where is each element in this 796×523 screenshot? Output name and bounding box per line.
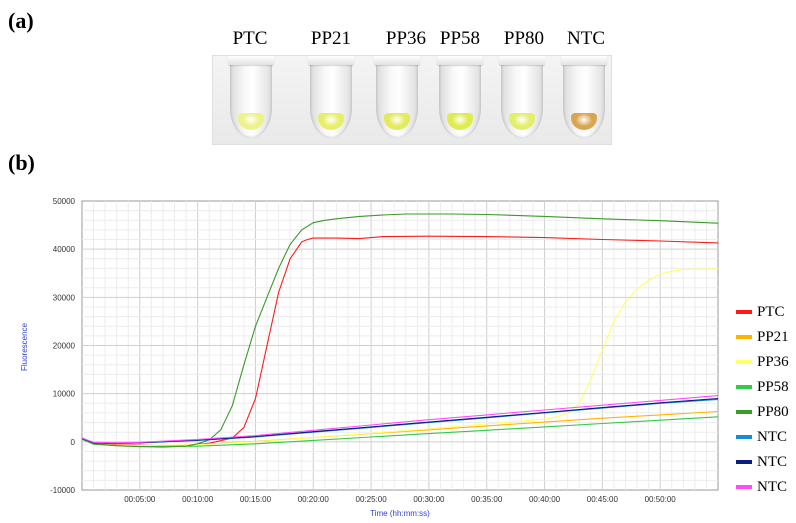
panel-a-label: (a) xyxy=(8,8,34,33)
legend-label-ptc: PTC xyxy=(757,304,785,320)
legend-item-pp36: PP36 xyxy=(736,350,796,374)
y-tick-label: -10000 xyxy=(50,486,75,495)
legend-label-pp58: PP58 xyxy=(757,379,789,395)
y-tick-label: 10000 xyxy=(53,390,76,399)
legend-label-pp21: PP21 xyxy=(757,329,789,345)
tube-label-ptc: PTC xyxy=(232,28,268,49)
x-axis-title: Time (hh:mm:ss) xyxy=(370,509,430,518)
y-tick-label: 0 xyxy=(71,438,76,447)
legend-swatch-ptc xyxy=(736,310,752,314)
legend-label-pp36: PP36 xyxy=(757,354,789,370)
tube-pp80 xyxy=(499,56,545,138)
tube-photo xyxy=(212,55,612,145)
liquid-pp21 xyxy=(318,113,344,130)
y-tick-label: 20000 xyxy=(53,342,76,351)
legend-item-pp80: PP80 xyxy=(736,400,796,424)
y-tick-labels: 50000 40000 30000 20000 10000 0 -10000 xyxy=(50,197,75,495)
tube-pp21 xyxy=(308,56,354,138)
legend-item-pp58: PP58 xyxy=(736,375,796,399)
legend-swatch-pp58 xyxy=(736,385,752,389)
legend-label-ntc-2: NTC xyxy=(757,454,787,470)
legend-swatch-ntc-1 xyxy=(736,435,752,439)
tube-pp58 xyxy=(437,56,483,138)
legend-item-ptc: PTC xyxy=(736,300,796,324)
y-tick-label: 50000 xyxy=(53,197,76,206)
liquid-pp80 xyxy=(509,113,535,130)
x-tick-label: 00:50:00 xyxy=(645,495,677,504)
fluorescence-chart: 50000 40000 30000 20000 10000 0 -10000 00:05:0… xyxy=(20,197,719,518)
grid xyxy=(82,201,718,490)
x-tick-label: 00:15:00 xyxy=(240,495,272,504)
tube-label-pp80: PP80 xyxy=(503,28,545,49)
legend-item-ntc-2: NTC xyxy=(736,450,796,474)
x-tick-label: 00:40:00 xyxy=(529,495,561,504)
legend-swatch-pp36 xyxy=(736,360,752,364)
legend-item-pp21: PP21 xyxy=(736,325,796,349)
x-tick-labels: 00:05:00 00:10:00 00:15:00 00:20:00 00:25:00… xyxy=(124,495,676,504)
x-tick-label: 00:05:00 xyxy=(124,495,156,504)
liquid-pp58 xyxy=(447,113,473,130)
legend-swatch-ntc-2 xyxy=(736,460,752,464)
legend-item-ntc-1: NTC xyxy=(736,425,796,449)
x-tick-label: 00:20:00 xyxy=(298,495,330,504)
legend-item-ntc-3: NTC xyxy=(736,475,796,499)
x-tick-label: 00:10:00 xyxy=(182,495,214,504)
series-lines xyxy=(81,213,719,448)
x-tick-label: 00:45:00 xyxy=(587,495,619,504)
liquid-pp36 xyxy=(384,113,410,130)
legend-swatch-ntc-3 xyxy=(736,485,752,489)
liquid-ntc xyxy=(571,113,597,130)
y-axis-title: Fluorescence xyxy=(20,322,29,371)
x-tick-label: 00:35:00 xyxy=(471,495,503,504)
tube-ntc xyxy=(561,56,607,138)
tube-label-ntc: NTC xyxy=(567,28,605,49)
legend-label-ntc-1: NTC xyxy=(757,429,787,445)
legend-label-pp80: PP80 xyxy=(757,404,789,420)
tube-label-pp58: PP58 xyxy=(439,28,481,49)
legend-label-ntc-3: NTC xyxy=(757,479,787,495)
panel-b-label: (b) xyxy=(8,150,35,175)
tube-label-pp21: PP21 xyxy=(310,28,352,49)
tube-ptc xyxy=(228,56,274,138)
tube-pp36 xyxy=(374,56,420,138)
tube-label-pp36: PP36 xyxy=(385,28,427,49)
x-tick-label: 00:25:00 xyxy=(356,495,388,504)
y-tick-label: 30000 xyxy=(53,293,76,302)
liquid-ptc xyxy=(238,113,264,130)
y-tick-label: 40000 xyxy=(53,245,76,254)
series-line-pp36-2 xyxy=(81,268,719,447)
x-tick-label: 00:30:00 xyxy=(413,495,445,504)
legend-swatch-pp21 xyxy=(736,335,752,339)
series-line-ntc-7 xyxy=(81,395,719,444)
series-line-pp80-4 xyxy=(81,213,719,448)
legend-swatch-pp80 xyxy=(736,410,752,414)
